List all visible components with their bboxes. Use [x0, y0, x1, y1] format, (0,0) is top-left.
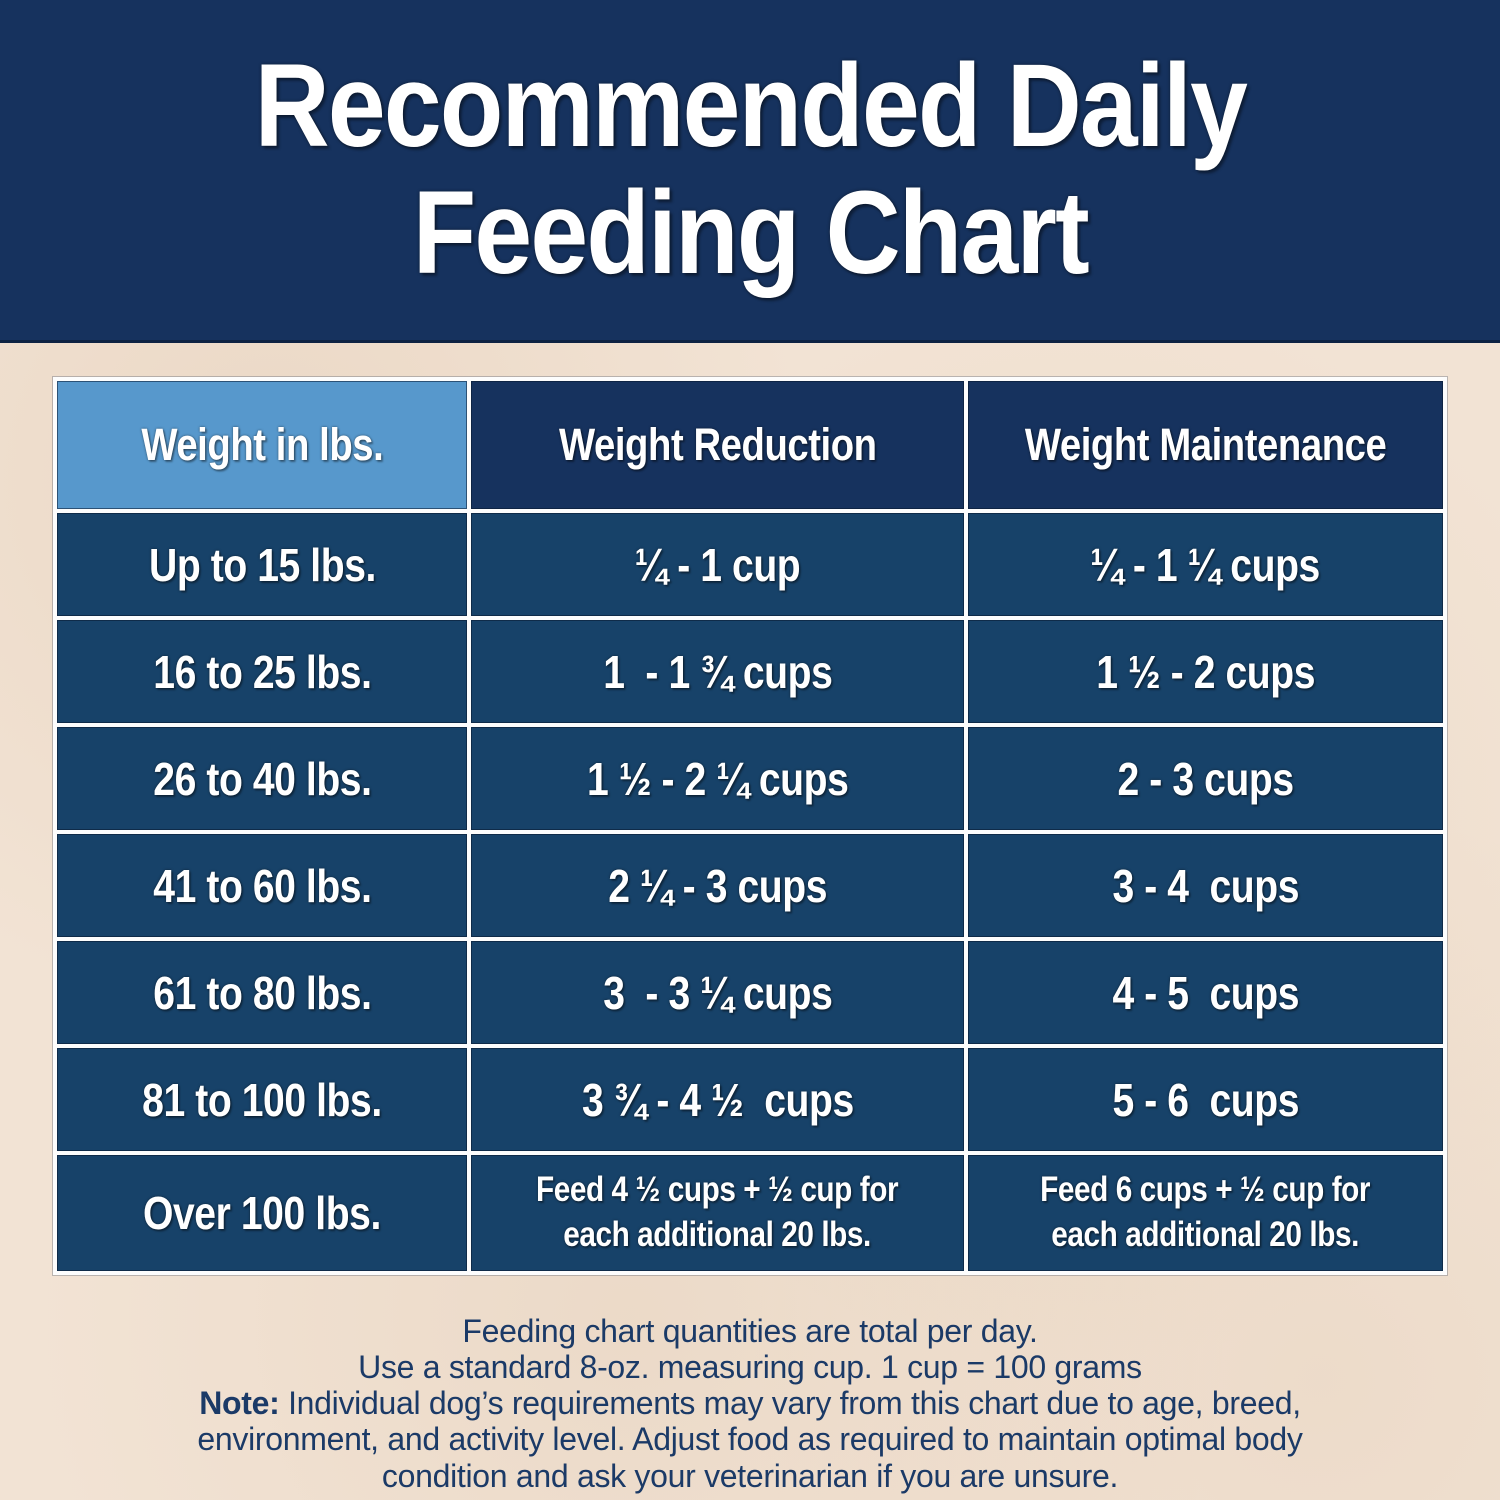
- reduction-value: 1 - 1 ¾ cups: [602, 645, 833, 698]
- reduction-cell: Feed 4 ½ cups + ½ cup for each additiona…: [471, 1155, 964, 1271]
- maintenance-cell: 1 ½ - 2 cups: [968, 620, 1443, 723]
- reduction-value: 2 ¼ - 3 cups: [608, 859, 827, 912]
- column-header-reduction-label: Weight Reduction: [558, 419, 877, 470]
- feeding-table: Weight in lbs. Weight Reduction Weight M…: [53, 377, 1447, 1275]
- maintenance-cell: 2 - 3 cups: [968, 727, 1443, 830]
- page-title: Recommended Daily Feeding Chart: [254, 39, 1247, 299]
- reduction-cell: 2 ¼ - 3 cups: [471, 834, 964, 937]
- note-text: Individual dog’s requirements may vary f…: [197, 1385, 1303, 1494]
- reduction-value: Feed 4 ½ cups + ½ cup for each additiona…: [536, 1170, 899, 1254]
- reduction-value: ¼ - 1 cup: [634, 538, 801, 591]
- note-line-total-per-day: Feeding chart quantities are total per d…: [462, 1313, 1038, 1349]
- column-header-maintenance: Weight Maintenance: [968, 381, 1443, 509]
- maintenance-value: ¼ - 1 ¼ cups: [1090, 538, 1321, 591]
- column-header-maintenance-label: Weight Maintenance: [1024, 419, 1387, 470]
- weight-value: 41 to 60 lbs.: [152, 859, 372, 912]
- note-line-measuring-cup: Use a standard 8-oz. measuring cup. 1 cu…: [358, 1349, 1142, 1386]
- maintenance-cell: 4 - 5 cups: [968, 941, 1443, 1044]
- page-title-line2: Feeding Chart: [412, 167, 1089, 299]
- weight-cell: Over 100 lbs.: [57, 1155, 467, 1271]
- reduction-cell: 3 ¾ - 4 ½ cups: [471, 1048, 964, 1151]
- reduction-cell: 3 - 3 ¼ cups: [471, 941, 964, 1044]
- maintenance-value: 1 ½ - 2 cups: [1096, 645, 1315, 698]
- note-label: Note:: [199, 1385, 280, 1422]
- reduction-cell: 1 - 1 ¾ cups: [471, 620, 964, 723]
- table-container: Weight in lbs. Weight Reduction Weight M…: [0, 343, 1500, 1275]
- weight-cell: 81 to 100 lbs.: [57, 1048, 467, 1151]
- weight-value: 26 to 40 lbs.: [152, 752, 372, 805]
- reduction-value: 3 ¾ - 4 ½ cups: [581, 1073, 854, 1126]
- maintenance-value: 3 - 4 cups: [1112, 859, 1299, 912]
- page-title-line1: Recommended Daily: [254, 39, 1247, 172]
- column-header-reduction: Weight Reduction: [471, 381, 964, 509]
- table-row: 41 to 60 lbs. 2 ¼ - 3 cups 3 - 4 cups: [57, 834, 1443, 937]
- weight-value: 61 to 80 lbs.: [152, 966, 372, 1019]
- weight-cell: Up to 15 lbs.: [57, 513, 467, 616]
- reduction-value: 3 - 3 ¼ cups: [602, 966, 833, 1019]
- table-row: 61 to 80 lbs. 3 - 3 ¼ cups 4 - 5 cups: [57, 941, 1443, 1044]
- maintenance-value: 4 - 5 cups: [1112, 966, 1299, 1019]
- weight-value: Up to 15 lbs.: [148, 538, 376, 591]
- maintenance-value: 5 - 6 cups: [1112, 1073, 1299, 1126]
- weight-cell: 26 to 40 lbs.: [57, 727, 467, 830]
- reduction-cell: 1 ½ - 2 ¼ cups: [471, 727, 964, 830]
- weight-value: 81 to 100 lbs.: [142, 1073, 382, 1126]
- weight-value: 16 to 25 lbs.: [152, 645, 372, 698]
- table-row: 16 to 25 lbs. 1 - 1 ¾ cups 1 ½ - 2 cups: [57, 620, 1443, 723]
- table-row: 81 to 100 lbs. 3 ¾ - 4 ½ cups 5 - 6 cups: [57, 1048, 1443, 1151]
- footer-notes: Feeding chart quantities are total per d…: [0, 1313, 1500, 1494]
- maintenance-cell: ¼ - 1 ¼ cups: [968, 513, 1443, 616]
- reduction-value: 1 ½ - 2 ¼ cups: [586, 752, 849, 805]
- weight-value: Over 100 lbs.: [143, 1187, 381, 1239]
- table-row: Over 100 lbs. Feed 4 ½ cups + ½ cup for …: [57, 1155, 1443, 1271]
- maintenance-cell: 3 - 4 cups: [968, 834, 1443, 937]
- maintenance-value: Feed 6 cups + ½ cup for each additional …: [1040, 1170, 1371, 1254]
- column-header-weight-label: Weight in lbs.: [141, 419, 383, 470]
- weight-cell: 16 to 25 lbs.: [57, 620, 467, 723]
- maintenance-cell: 5 - 6 cups: [968, 1048, 1443, 1151]
- table-row: Up to 15 lbs. ¼ - 1 cup ¼ - 1 ¼ cups: [57, 513, 1443, 616]
- maintenance-value: 2 - 3 cups: [1117, 752, 1294, 805]
- reduction-cell: ¼ - 1 cup: [471, 513, 964, 616]
- column-header-weight: Weight in lbs.: [57, 381, 467, 509]
- weight-cell: 61 to 80 lbs.: [57, 941, 467, 1044]
- table-header-row: Weight in lbs. Weight Reduction Weight M…: [57, 381, 1443, 509]
- weight-cell: 41 to 60 lbs.: [57, 834, 467, 937]
- table-row: 26 to 40 lbs. 1 ½ - 2 ¼ cups 2 - 3 cups: [57, 727, 1443, 830]
- maintenance-cell: Feed 6 cups + ½ cup for each additional …: [968, 1155, 1443, 1271]
- header-banner: Recommended Daily Feeding Chart: [0, 0, 1500, 343]
- note-paragraph: Note: Individual dog’s requirements may …: [70, 1385, 1430, 1493]
